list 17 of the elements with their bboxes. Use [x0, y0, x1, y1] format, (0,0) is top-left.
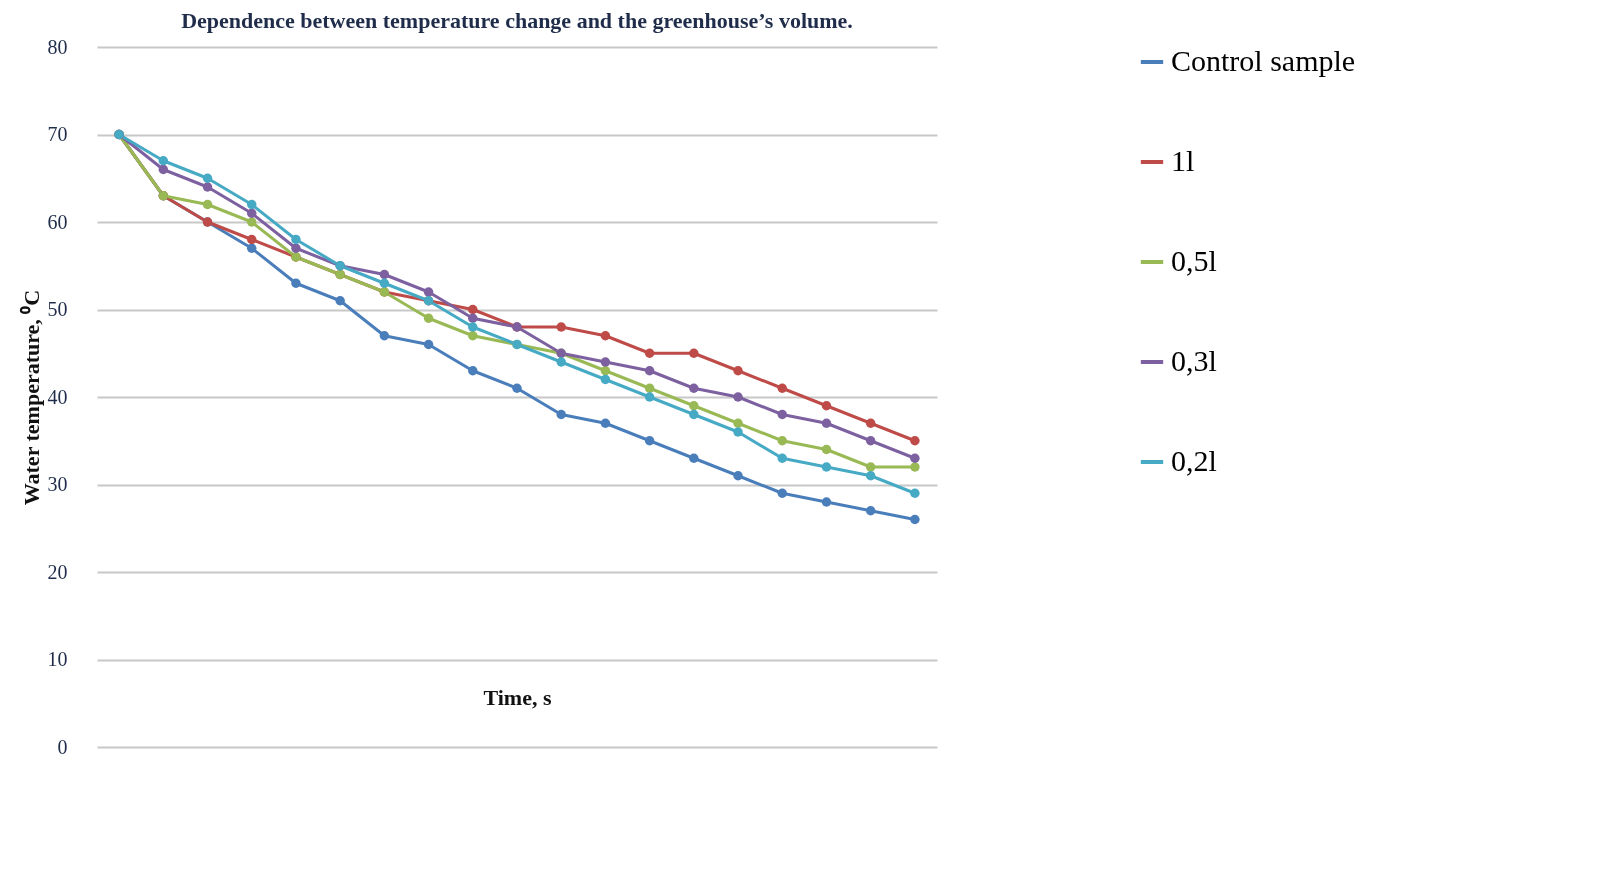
y-tick-label: 10 — [47, 648, 68, 670]
x-axis-title: Time, s — [483, 684, 552, 710]
legend-label: 0,3l — [1171, 344, 1217, 377]
y-tick-label: 0 — [57, 735, 68, 758]
y-tick-label: 80 — [47, 35, 68, 58]
chart-title: Dependence between temperature change and the greenhouse’s volume. — [181, 8, 853, 33]
y-axis-title: Water temperature, ⁰C — [18, 289, 44, 506]
y-tick-label: 20 — [47, 560, 68, 583]
legend-label: 1l — [1171, 144, 1195, 177]
legend-label: 0,2l — [1171, 444, 1217, 477]
y-tick-label: 70 — [47, 123, 68, 145]
legend-label: 0,5l — [1171, 244, 1217, 277]
y-tick-label: 60 — [47, 210, 68, 233]
y-tick-label: 30 — [47, 473, 68, 495]
y-tick-label: 40 — [47, 385, 68, 408]
legend-label: Control sample — [1171, 44, 1356, 77]
y-tick-label: 50 — [47, 298, 68, 320]
